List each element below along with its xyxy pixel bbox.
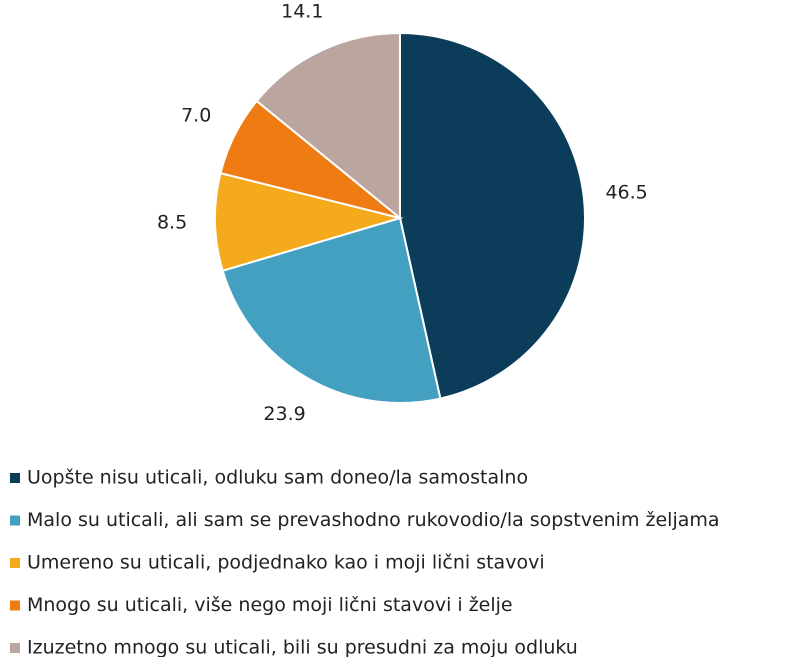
data-label: 46.5 [605, 181, 647, 203]
legend-swatch [10, 643, 20, 653]
legend-label: Umereno su uticali, podjednako kao i moj… [27, 552, 545, 574]
legend-label: Izuzetno mnogo su uticali, bili su presu… [27, 637, 578, 657]
pie-slice [214, 171, 404, 272]
legend-label: Malo su uticali, ali sam se prevashodno … [27, 509, 720, 531]
legend-swatch [10, 515, 20, 526]
legend-label: Uopšte nisu uticali, odluku sam doneo/la… [27, 467, 528, 489]
data-label: 8.5 [157, 212, 187, 234]
legend-label: Mnogo su uticali, više nego moji lični s… [27, 594, 513, 616]
data-label: 14.1 [281, 1, 323, 23]
pie-slice [221, 216, 442, 404]
legend-swatch [10, 473, 20, 483]
pie-slice [255, 31, 401, 221]
data-label: 7.0 [181, 104, 211, 126]
legend-swatch [10, 600, 20, 611]
pie-slice [399, 31, 586, 400]
data-label: 23.9 [263, 403, 305, 425]
legend-swatch [10, 558, 20, 568]
